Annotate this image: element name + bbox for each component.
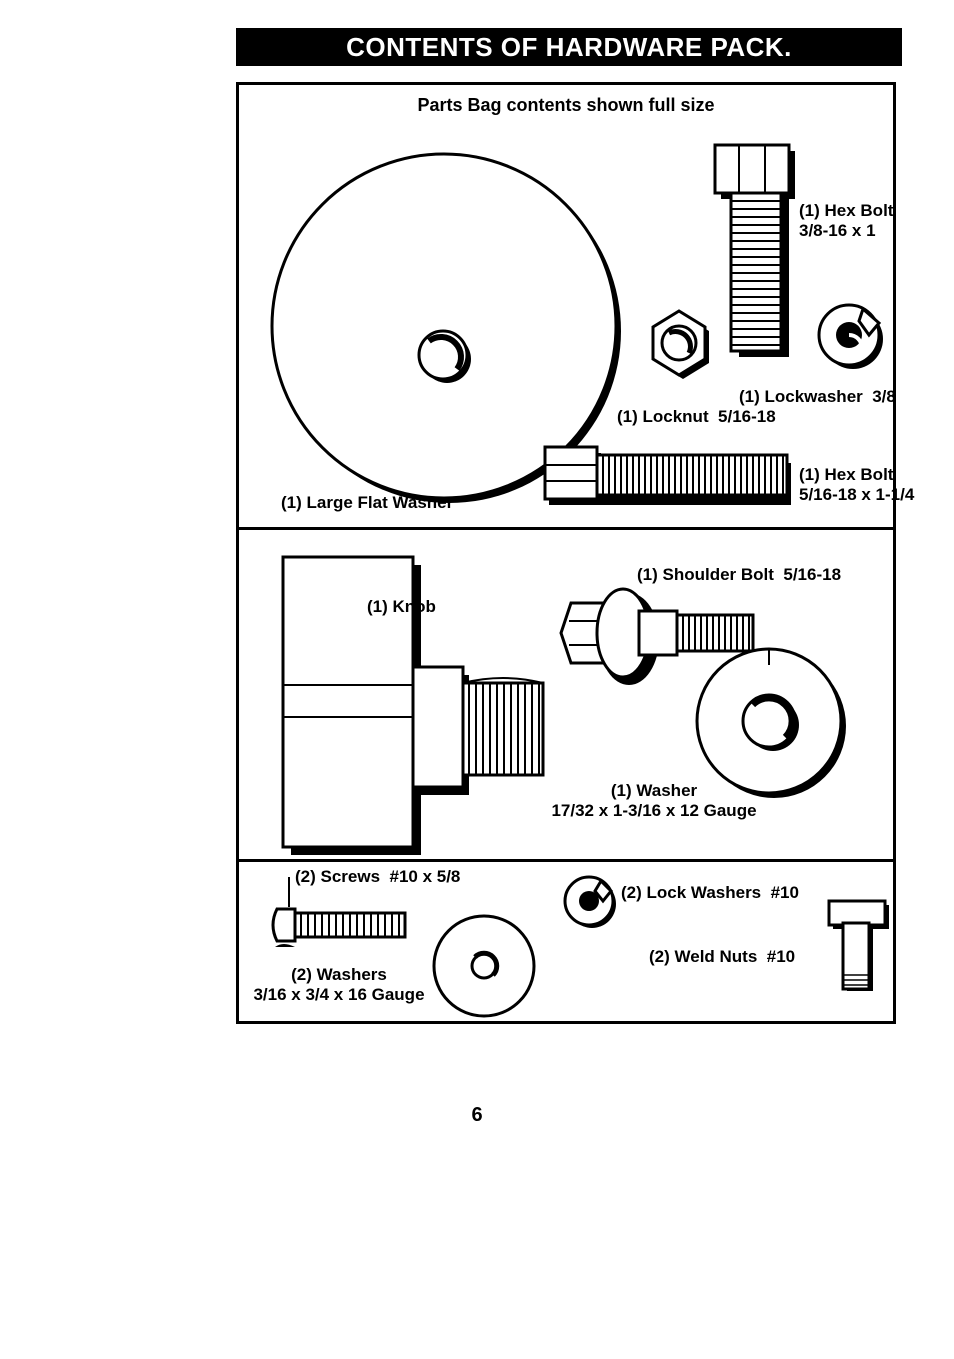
knob-label: (1) Knob (367, 597, 436, 617)
hex-bolt-38-icon (709, 141, 799, 361)
washers-316-icon (429, 911, 539, 1021)
screws-10-label: (2) Screws #10 x 5/8 (295, 867, 460, 887)
locknut-label: (1) Locknut 5/16-18 (617, 407, 776, 427)
hex-bolt-38-label: (1) Hex Bolt 3/8-16 x 1 (799, 201, 893, 241)
weld-nuts-10-icon (823, 895, 893, 1005)
lockwasher-38-icon (815, 301, 885, 371)
shoulder-bolt-label: (1) Shoulder Bolt 5/16-18 (637, 565, 841, 585)
lock-washers-10-label: (2) Lock Washers #10 (621, 883, 799, 903)
caption: Parts Bag contents shown full size (239, 95, 893, 116)
washer-1732-icon (689, 641, 849, 801)
screws-10-icon (267, 901, 417, 956)
parts-frame: Parts Bag contents shown full size (1) L… (236, 82, 896, 1024)
weld-nuts-10-label: (2) Weld Nuts #10 (649, 947, 795, 967)
lockwasher-38-label: (1) Lockwasher 3/8 (739, 387, 896, 407)
page-title: CONTENTS OF HARDWARE PACK. (346, 32, 792, 62)
washer-1732-label: (1) Washer 17/32 x 1-3/16 x 12 Gauge (539, 781, 769, 821)
large-flat-washer-label: (1) Large Flat Washer (281, 493, 453, 513)
knob-icon (269, 545, 549, 855)
page-number: 6 (0, 1104, 954, 1127)
title-bar: CONTENTS OF HARDWARE PACK. (236, 28, 902, 66)
hex-bolt-516-icon (539, 433, 799, 513)
hex-bolt-516-label: (1) Hex Bolt 5/16-18 x 1-1/4 (799, 465, 914, 505)
locknut-icon (639, 305, 719, 385)
lock-washers-10-icon (559, 871, 619, 931)
washers-316-label: (2) Washers 3/16 x 3/4 x 16 Gauge (239, 965, 439, 1005)
